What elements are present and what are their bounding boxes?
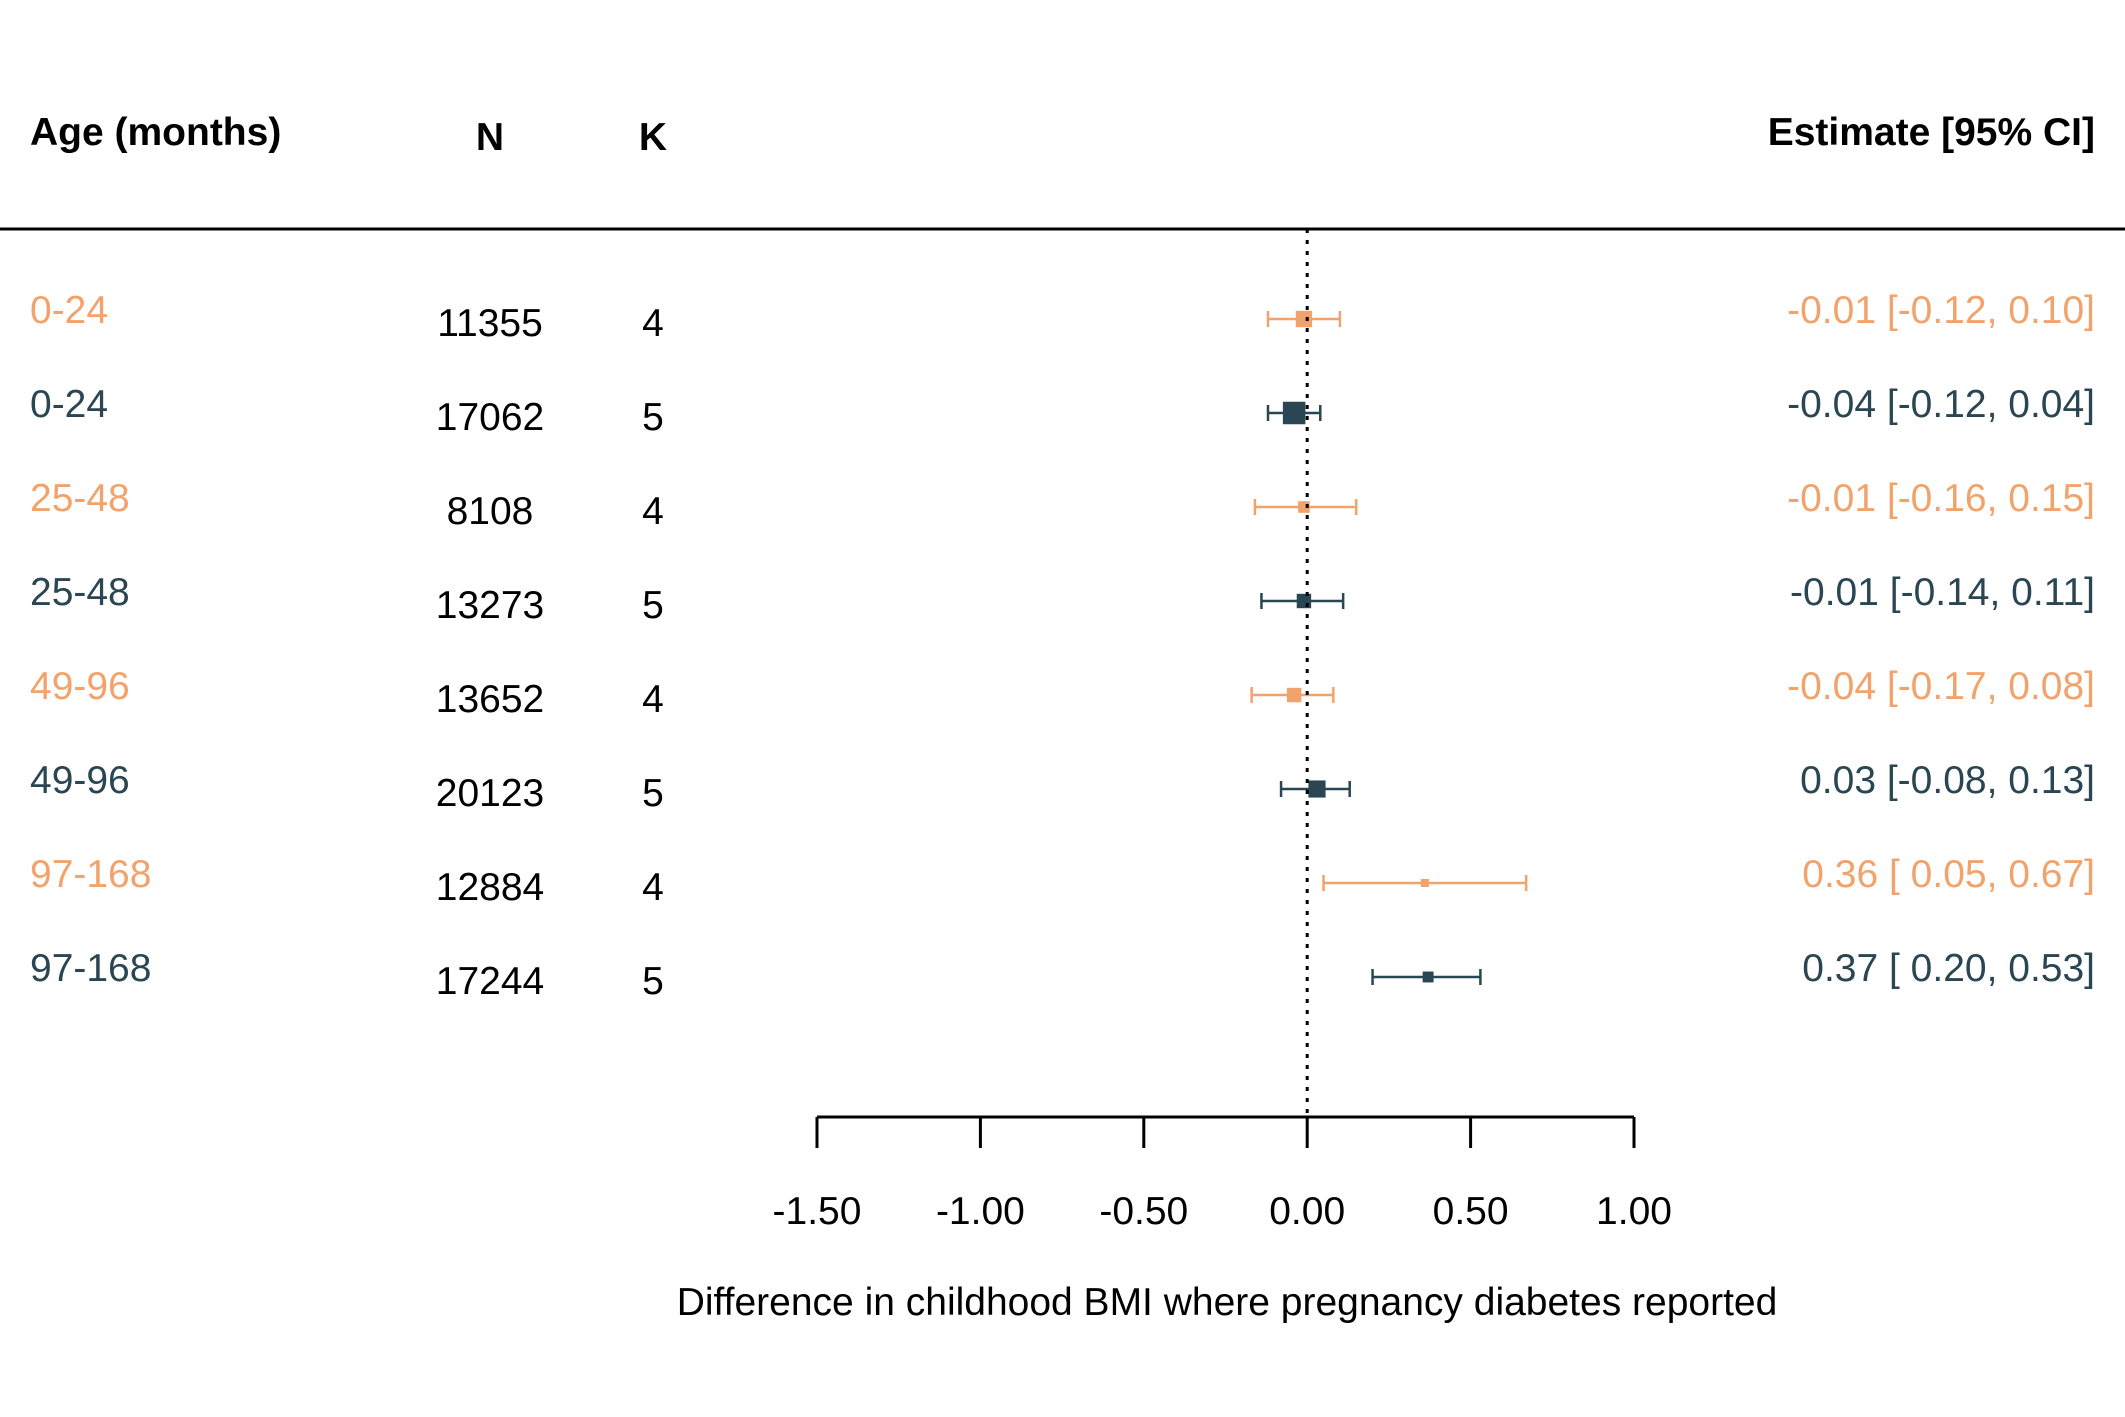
- forest-row: 97-168 17244 5 0.37 [ 0.20, 0.53]: [30, 947, 2095, 1003]
- header-age: Age (months): [30, 111, 281, 154]
- row-k-value: 4: [642, 678, 664, 721]
- point-estimate: [1282, 401, 1306, 425]
- forest-row: 25-48 8108 4 -0.01 [-0.16, 0.15]: [30, 477, 2095, 533]
- row-estimate-label: 0.37 [ 0.20, 0.53]: [1802, 947, 2095, 990]
- point-estimate: [1286, 687, 1302, 703]
- forest-row: 0-24 17062 5 -0.04 [-0.12, 0.04]: [30, 383, 2095, 439]
- point-estimate: [1420, 879, 1429, 887]
- point-estimate: [1296, 593, 1312, 609]
- row-age-label: 25-48: [30, 477, 130, 520]
- forest-row: 49-96 20123 5 0.03 [-0.08, 0.13]: [30, 759, 2095, 815]
- x-tick-label: -1.50: [773, 1190, 862, 1233]
- forest-row: 49-96 13652 4 -0.04 [-0.17, 0.08]: [30, 665, 2095, 721]
- row-age-label: 49-96: [30, 759, 130, 802]
- row-k-value: 4: [642, 302, 664, 345]
- row-k-value: 5: [642, 960, 664, 1003]
- row-age-label: 0-24: [30, 383, 108, 426]
- row-k-value: 5: [642, 396, 664, 439]
- row-k-value: 5: [642, 772, 664, 815]
- row-estimate-label: -0.04 [-0.12, 0.04]: [1787, 383, 2095, 426]
- row-age-label: 25-48: [30, 571, 130, 614]
- row-n-value: 17244: [436, 960, 544, 1003]
- row-estimate-label: -0.01 [-0.16, 0.15]: [1787, 477, 2095, 520]
- x-tick-label: -1.00: [936, 1190, 1025, 1233]
- row-estimate-label: -0.01 [-0.12, 0.10]: [1787, 289, 2095, 332]
- row-estimate-label: -0.01 [-0.14, 0.11]: [1790, 571, 2095, 614]
- row-estimate-label: -0.04 [-0.17, 0.08]: [1787, 665, 2095, 708]
- point-estimate: [1308, 780, 1326, 798]
- row-age-label: 49-96: [30, 665, 130, 708]
- row-estimate-label: 0.36 [ 0.05, 0.67]: [1802, 853, 2095, 896]
- row-age-label: 97-168: [30, 853, 151, 896]
- x-tick-label: -0.50: [1099, 1190, 1188, 1233]
- header-estimate: Estimate [95% CI]: [1768, 111, 2095, 154]
- row-k-value: 5: [642, 584, 664, 627]
- row-age-label: 0-24: [30, 289, 108, 332]
- row-k-value: 4: [642, 866, 664, 909]
- point-estimate: [1422, 971, 1434, 983]
- forest-row: 97-168 12884 4 0.36 [ 0.05, 0.67]: [30, 853, 2095, 909]
- row-estimate-label: 0.03 [-0.08, 0.13]: [1800, 759, 2095, 802]
- forest-row: 25-48 13273 5 -0.01 [-0.14, 0.11]: [30, 571, 2095, 627]
- row-n-value: 12884: [436, 866, 544, 909]
- x-axis: -1.50 -1.00 -0.50 0.00 0.50 1.00: [773, 1115, 1672, 1233]
- x-tick-label: 0.00: [1269, 1190, 1345, 1233]
- row-age-label: 97-168: [30, 947, 151, 990]
- data-rows: 0-24 11355 4 -0.01 [-0.12, 0.10] 0-24 17062 5 -…: [30, 289, 2095, 1003]
- x-tick-label: 1.00: [1596, 1190, 1672, 1233]
- row-k-value: 4: [642, 490, 664, 533]
- row-n-value: 8108: [447, 490, 534, 533]
- row-n-value: 11355: [437, 302, 543, 345]
- point-estimate: [1298, 501, 1310, 513]
- forest-row: 0-24 11355 4 -0.01 [-0.12, 0.10]: [30, 289, 2095, 345]
- row-n-value: 13273: [436, 584, 544, 627]
- header-n: N: [476, 116, 504, 159]
- header-k: K: [639, 116, 667, 159]
- row-n-value: 13652: [436, 678, 544, 721]
- row-n-value: 17062: [436, 396, 544, 439]
- x-axis-label: Difference in childhood BMI where pregna…: [677, 1281, 1778, 1324]
- point-estimate: [1295, 310, 1313, 328]
- x-tick-label: 0.50: [1433, 1190, 1509, 1233]
- row-n-value: 20123: [436, 772, 544, 815]
